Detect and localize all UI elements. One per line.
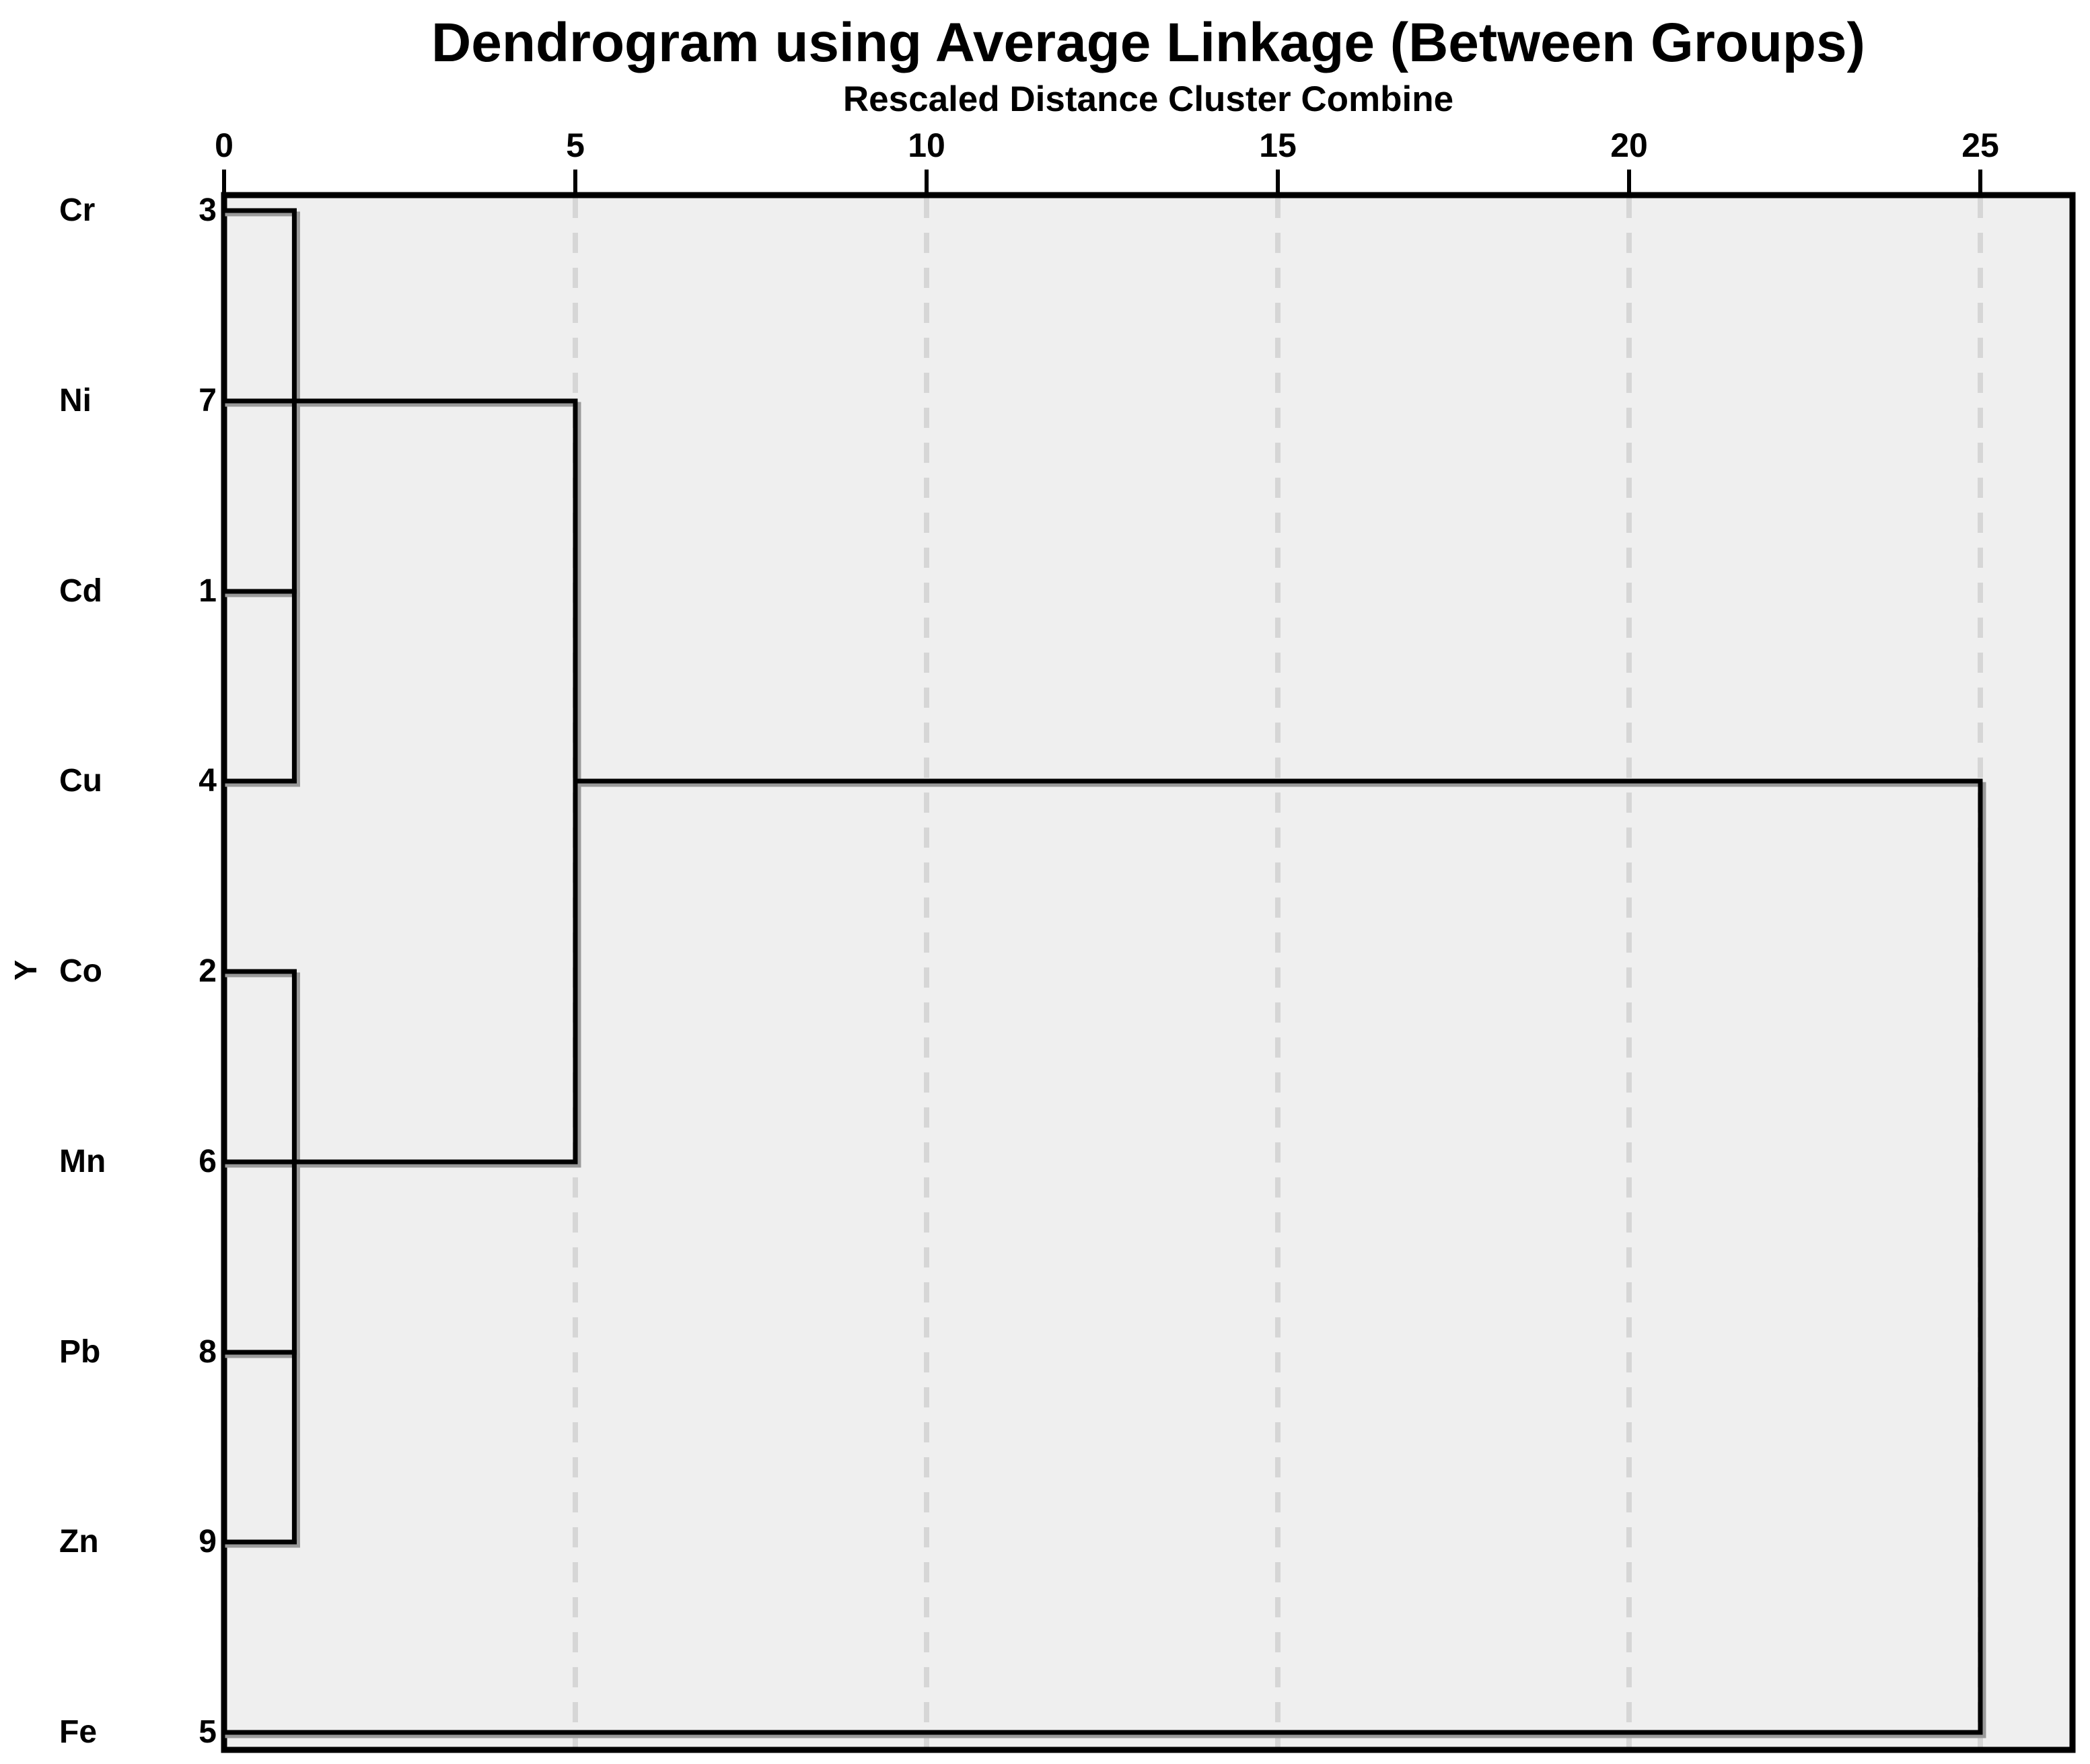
leaf-label-pb: Pb <box>59 1334 101 1370</box>
case-number-fe: 5 <box>199 1714 217 1750</box>
x-axis-tick-label: 15 <box>1259 126 1297 164</box>
case-number-cd: 1 <box>199 573 217 609</box>
x-axis-tick-label: 10 <box>908 126 945 164</box>
case-number-zn: 9 <box>199 1524 217 1559</box>
leaf-label-cr: Cr <box>59 192 96 228</box>
leaf-label-cd: Cd <box>59 573 102 609</box>
x-axis-tick-label: 5 <box>566 126 585 164</box>
plot-area <box>224 195 2073 1750</box>
case-number-pb: 8 <box>199 1334 217 1370</box>
leaf-label-ni: Ni <box>59 383 92 418</box>
x-axis-tick-label: 0 <box>215 126 233 164</box>
case-number-ni: 7 <box>199 383 217 418</box>
x-axis-tick-label: 20 <box>1610 126 1648 164</box>
x-axis-tick-label: 25 <box>1961 126 1999 164</box>
case-number-cu: 4 <box>199 763 217 799</box>
case-number-mn: 6 <box>199 1144 217 1179</box>
chart-title: Dendrogram using Average Linkage (Betwee… <box>431 12 1865 73</box>
leaf-label-mn: Mn <box>59 1144 106 1179</box>
leaf-label-co: Co <box>59 953 102 989</box>
leaf-label-zn: Zn <box>59 1524 99 1559</box>
leaf-label-cu: Cu <box>59 763 102 799</box>
chart-subtitle: Rescaled Distance Cluster Combine <box>842 79 1454 119</box>
case-number-co: 2 <box>199 953 217 989</box>
case-number-cr: 3 <box>199 192 217 228</box>
leaf-label-fe: Fe <box>59 1714 98 1750</box>
